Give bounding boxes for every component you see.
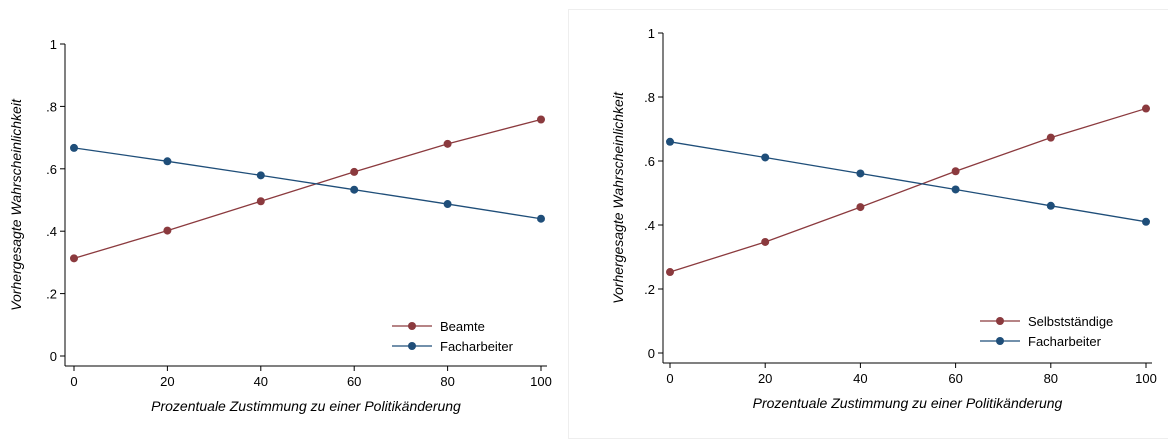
y-tick-label: 1 [50, 37, 57, 52]
line-chart-beamte-facharbeiter: 0 .2 .4 .6 .8 1 0 20 40 60 80 100 Prozentuale Zustim… [8, 37, 552, 414]
series-line-1 [73, 147, 542, 220]
x-tick-label: 60 [347, 374, 361, 389]
chart-panel-right: 0 .2 .4 .6 .8 1 0 20 40 60 80 100 Prozentuale Zustim… [568, 0, 1169, 439]
y-tick-label: .2 [46, 287, 57, 302]
chart-panel-left: 0 .2 .4 .6 .8 1 0 20 40 60 80 100 Prozentuale Zustim… [0, 0, 568, 439]
x-tick-label: 0 [666, 371, 673, 386]
y-tick-label: .8 [644, 90, 655, 105]
x-tick-label: 40 [853, 371, 867, 386]
legend-marker [996, 337, 1004, 345]
legend-label: Beamte [440, 319, 485, 334]
line-chart-selbststaendige-facharbeiter: 0 .2 .4 .6 .8 1 0 20 40 60 80 100 Prozentuale Zustim… [610, 26, 1157, 411]
y-tick-label: .6 [644, 154, 655, 169]
data-point [1142, 217, 1150, 226]
x-tick-label: 80 [1044, 371, 1058, 386]
data-point [70, 254, 78, 263]
x-tick-label: 20 [758, 371, 772, 386]
x-tick-label: 100 [530, 374, 552, 389]
y-tick-label: 0 [648, 346, 655, 361]
series-line-0 [73, 118, 542, 259]
x-axis-title: Prozentuale Zustimmung zu einer Politikä… [753, 395, 1063, 411]
data-point [666, 268, 674, 277]
data-point [70, 143, 78, 152]
data-point [350, 167, 359, 176]
x-tick-label: 40 [254, 374, 268, 389]
data-point [1142, 104, 1150, 113]
data-point [443, 200, 452, 209]
x-tick-label: 60 [948, 371, 962, 386]
x-tick-label: 80 [440, 374, 454, 389]
y-tick-label: .4 [46, 224, 57, 239]
x-tick-label: 20 [160, 374, 174, 389]
data-point [951, 167, 960, 176]
data-point [1046, 201, 1055, 210]
data-point [443, 139, 452, 148]
data-point [761, 237, 770, 246]
y-tick-label: .6 [46, 162, 57, 177]
y-tick-label: .8 [46, 99, 57, 114]
data-point [163, 157, 172, 166]
legend-marker [408, 342, 416, 350]
data-point [537, 115, 545, 124]
data-point [350, 185, 359, 194]
data-point [537, 214, 545, 223]
legend-label: Selbstständige [1028, 314, 1113, 329]
data-point [163, 226, 172, 235]
y-axis-title: Vorhergesagte Wahrscheinlichkeit [610, 91, 626, 304]
data-point [951, 185, 960, 194]
x-tick-label: 100 [1135, 371, 1157, 386]
legend-marker [996, 317, 1004, 325]
legend-label: Facharbeiter [440, 339, 514, 354]
data-point [1046, 133, 1055, 142]
data-point [856, 169, 865, 178]
data-point [256, 197, 265, 206]
x-axis-title: Prozentuale Zustimmung zu einer Politikä… [151, 398, 461, 414]
legend-label: Facharbeiter [1028, 334, 1102, 349]
y-tick-label: 0 [50, 349, 57, 364]
y-tick-label: .2 [644, 282, 655, 297]
data-point [761, 153, 770, 162]
legend-marker [408, 322, 416, 330]
series-line-1 [669, 141, 1147, 223]
y-tick-label: 1 [648, 26, 655, 41]
y-axis-title: Vorhergesagte Wahrscheinlichkeit [8, 98, 24, 311]
y-tick-label: .4 [644, 218, 655, 233]
series-line-0 [669, 107, 1147, 273]
data-point [256, 171, 265, 180]
x-tick-label: 0 [70, 374, 77, 389]
data-point [856, 203, 865, 212]
data-point [666, 137, 674, 146]
